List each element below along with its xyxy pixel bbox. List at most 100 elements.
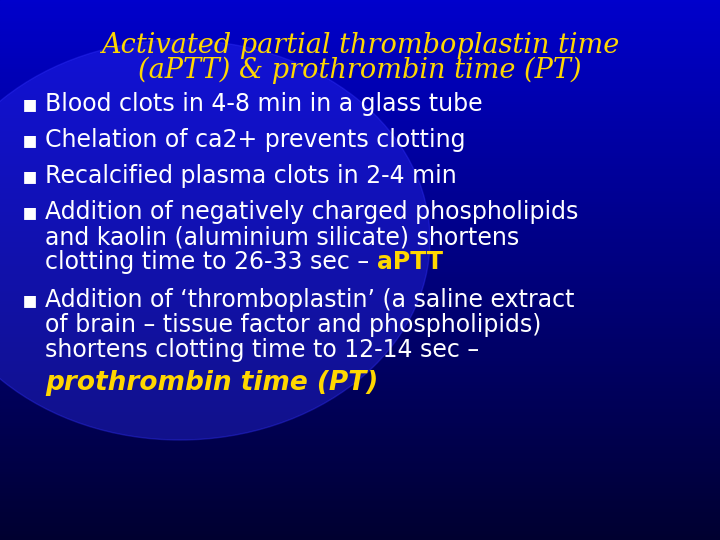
Bar bbox=[0, 122, 720, 124]
Bar bbox=[0, 132, 720, 135]
Bar bbox=[0, 146, 720, 148]
Bar bbox=[0, 537, 720, 540]
Bar bbox=[0, 448, 720, 451]
Text: Chelation of ca2+ prevents clotting: Chelation of ca2+ prevents clotting bbox=[45, 128, 466, 152]
Bar bbox=[0, 262, 720, 265]
Bar bbox=[0, 513, 720, 516]
Bar bbox=[0, 57, 720, 59]
Bar bbox=[0, 516, 720, 518]
Text: ▪: ▪ bbox=[22, 92, 38, 116]
Bar bbox=[0, 235, 720, 238]
Bar bbox=[0, 375, 720, 378]
Bar bbox=[0, 186, 720, 189]
Bar bbox=[0, 248, 720, 251]
Bar bbox=[0, 354, 720, 356]
Bar bbox=[0, 462, 720, 464]
Bar bbox=[0, 68, 720, 70]
Bar bbox=[0, 348, 720, 351]
Bar bbox=[0, 216, 720, 219]
Bar bbox=[0, 178, 720, 181]
Text: (aPTT) & prothrombin time (PT): (aPTT) & prothrombin time (PT) bbox=[138, 57, 582, 84]
Bar bbox=[0, 526, 720, 529]
Bar bbox=[0, 294, 720, 297]
Bar bbox=[0, 259, 720, 262]
Bar bbox=[0, 30, 720, 32]
Text: prothrombin time (PT): prothrombin time (PT) bbox=[45, 370, 378, 396]
Bar bbox=[0, 70, 720, 73]
Bar bbox=[0, 232, 720, 235]
Bar bbox=[0, 429, 720, 432]
Bar bbox=[0, 40, 720, 43]
Bar bbox=[0, 46, 720, 49]
Bar bbox=[0, 211, 720, 213]
Bar bbox=[0, 292, 720, 294]
Bar bbox=[0, 49, 720, 51]
Bar bbox=[0, 105, 720, 108]
Bar bbox=[0, 130, 720, 132]
Bar bbox=[0, 467, 720, 470]
Bar bbox=[0, 14, 720, 16]
Bar bbox=[0, 54, 720, 57]
Bar bbox=[0, 459, 720, 462]
Bar bbox=[0, 356, 720, 359]
Bar bbox=[0, 443, 720, 445]
Bar bbox=[0, 497, 720, 500]
Bar bbox=[0, 92, 720, 94]
Bar bbox=[0, 478, 720, 481]
Bar bbox=[0, 0, 720, 3]
Bar bbox=[0, 135, 720, 138]
Bar bbox=[0, 127, 720, 130]
Bar bbox=[0, 78, 720, 81]
Bar bbox=[0, 289, 720, 292]
Bar bbox=[0, 508, 720, 510]
Bar bbox=[0, 51, 720, 54]
Bar bbox=[0, 11, 720, 14]
Bar bbox=[0, 116, 720, 119]
Bar bbox=[0, 340, 720, 343]
Bar bbox=[0, 300, 720, 302]
Bar bbox=[0, 405, 720, 408]
Bar bbox=[0, 81, 720, 84]
Bar bbox=[0, 521, 720, 524]
Bar bbox=[0, 394, 720, 397]
Bar bbox=[0, 89, 720, 92]
Bar bbox=[0, 486, 720, 489]
Bar bbox=[0, 270, 720, 273]
Bar bbox=[0, 181, 720, 184]
Bar bbox=[0, 267, 720, 270]
Bar bbox=[0, 416, 720, 418]
Bar bbox=[0, 94, 720, 97]
Bar bbox=[0, 219, 720, 221]
Bar bbox=[0, 59, 720, 62]
Bar bbox=[0, 397, 720, 400]
Bar bbox=[0, 97, 720, 100]
Bar bbox=[0, 475, 720, 478]
Text: shortens clotting time to 12-14 sec –: shortens clotting time to 12-14 sec – bbox=[45, 338, 479, 362]
Bar bbox=[0, 111, 720, 113]
Bar bbox=[0, 308, 720, 310]
Text: clotting time to 26-33 sec –: clotting time to 26-33 sec – bbox=[45, 250, 377, 274]
Bar bbox=[0, 213, 720, 216]
Bar bbox=[0, 86, 720, 89]
Bar bbox=[0, 32, 720, 35]
Bar bbox=[0, 481, 720, 483]
Bar bbox=[0, 38, 720, 40]
Bar bbox=[0, 451, 720, 454]
Text: and kaolin (aluminium silicate) shortens: and kaolin (aluminium silicate) shortens bbox=[45, 225, 519, 249]
Ellipse shape bbox=[0, 40, 430, 440]
Bar bbox=[0, 176, 720, 178]
Bar bbox=[0, 427, 720, 429]
Bar bbox=[0, 197, 720, 200]
Bar bbox=[0, 138, 720, 140]
Bar bbox=[0, 286, 720, 289]
Bar bbox=[0, 192, 720, 194]
Bar bbox=[0, 205, 720, 208]
Bar bbox=[0, 265, 720, 267]
Bar bbox=[0, 35, 720, 38]
Bar bbox=[0, 73, 720, 76]
Bar bbox=[0, 119, 720, 122]
Bar bbox=[0, 472, 720, 475]
Bar bbox=[0, 108, 720, 111]
Bar bbox=[0, 227, 720, 229]
Bar bbox=[0, 8, 720, 11]
